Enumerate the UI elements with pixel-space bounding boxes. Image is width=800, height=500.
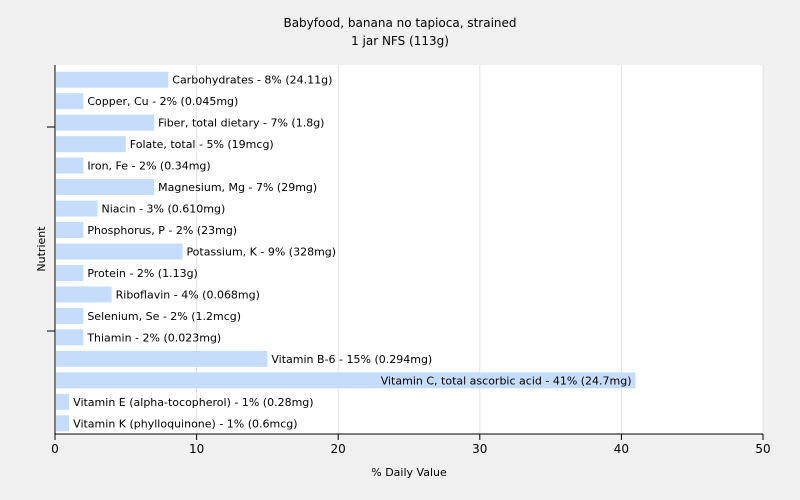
bar-label: Protein - 2% (1.13g) — [87, 267, 198, 280]
bar — [56, 286, 112, 303]
x-tick-label: 40 — [614, 442, 629, 456]
bar-label: Thiamin - 2% (0.023mg) — [86, 331, 221, 344]
bar-label: Riboflavin - 4% (0.068mg) — [116, 288, 260, 301]
bar-label: Phosphorus, P - 2% (23mg) — [87, 224, 237, 237]
x-tick-label: 20 — [331, 442, 346, 456]
bar-label: Iron, Fe - 2% (0.34mg) — [87, 160, 210, 173]
bar — [56, 415, 70, 432]
bar-label: Fiber, total dietary - 7% (1.8g) — [158, 117, 324, 130]
bar-label: Copper, Cu - 2% (0.045mg) — [87, 95, 238, 108]
axes — [47, 65, 763, 435]
bar — [56, 243, 183, 260]
bar — [56, 93, 84, 110]
bar — [56, 264, 84, 281]
bar — [56, 350, 268, 367]
x-axis-ticks: 0 10 20 30 40 50 — [51, 434, 771, 456]
bar — [56, 179, 155, 196]
x-tick-label: 30 — [472, 442, 487, 456]
bar-label: Magnesium, Mg - 7% (29mg) — [158, 181, 317, 194]
bar — [56, 329, 84, 346]
bar-label: Vitamin K (phylloquinone) - 1% (0.6mcg) — [73, 417, 297, 430]
bar — [56, 307, 84, 324]
bar-label: Vitamin E (alpha-tocopherol) - 1% (0.28m… — [73, 396, 313, 409]
chart-subtitle: 1 jar NFS (113g) — [351, 34, 449, 48]
bar — [56, 372, 636, 389]
bar-label: Folate, total - 5% (19mcg) — [130, 138, 274, 151]
x-tick-label: 10 — [189, 442, 204, 456]
bar-series: Carbohydrates - 8% (24.11g) Copper, Cu - … — [56, 71, 636, 432]
bar — [56, 114, 155, 131]
x-axis-label: % Daily Value — [371, 466, 447, 479]
bar — [56, 222, 84, 239]
bar — [56, 157, 84, 174]
y-axis-label: Nutrient — [35, 226, 48, 272]
bar-label: Vitamin B-6 - 15% (0.294mg) — [271, 353, 432, 366]
bar-label: Carbohydrates - 8% (24.11g) — [172, 74, 332, 87]
bar — [56, 71, 169, 88]
x-tick-label: 50 — [755, 442, 770, 456]
x-tick-label: 0 — [51, 442, 59, 456]
bar-label: Potassium, K - 9% (328mg) — [186, 246, 336, 259]
bar — [56, 136, 126, 153]
bar-label: Vitamin C, total ascorbic acid - 41% (24… — [381, 374, 632, 387]
bar-label: Selenium, Se - 2% (1.2mcg) — [87, 310, 241, 323]
bar — [56, 200, 98, 217]
chart-title: Babyfood, banana no tapioca, strained — [283, 16, 516, 30]
bar-label: Niacin - 3% (0.610mg) — [101, 203, 225, 216]
bar — [56, 393, 70, 410]
